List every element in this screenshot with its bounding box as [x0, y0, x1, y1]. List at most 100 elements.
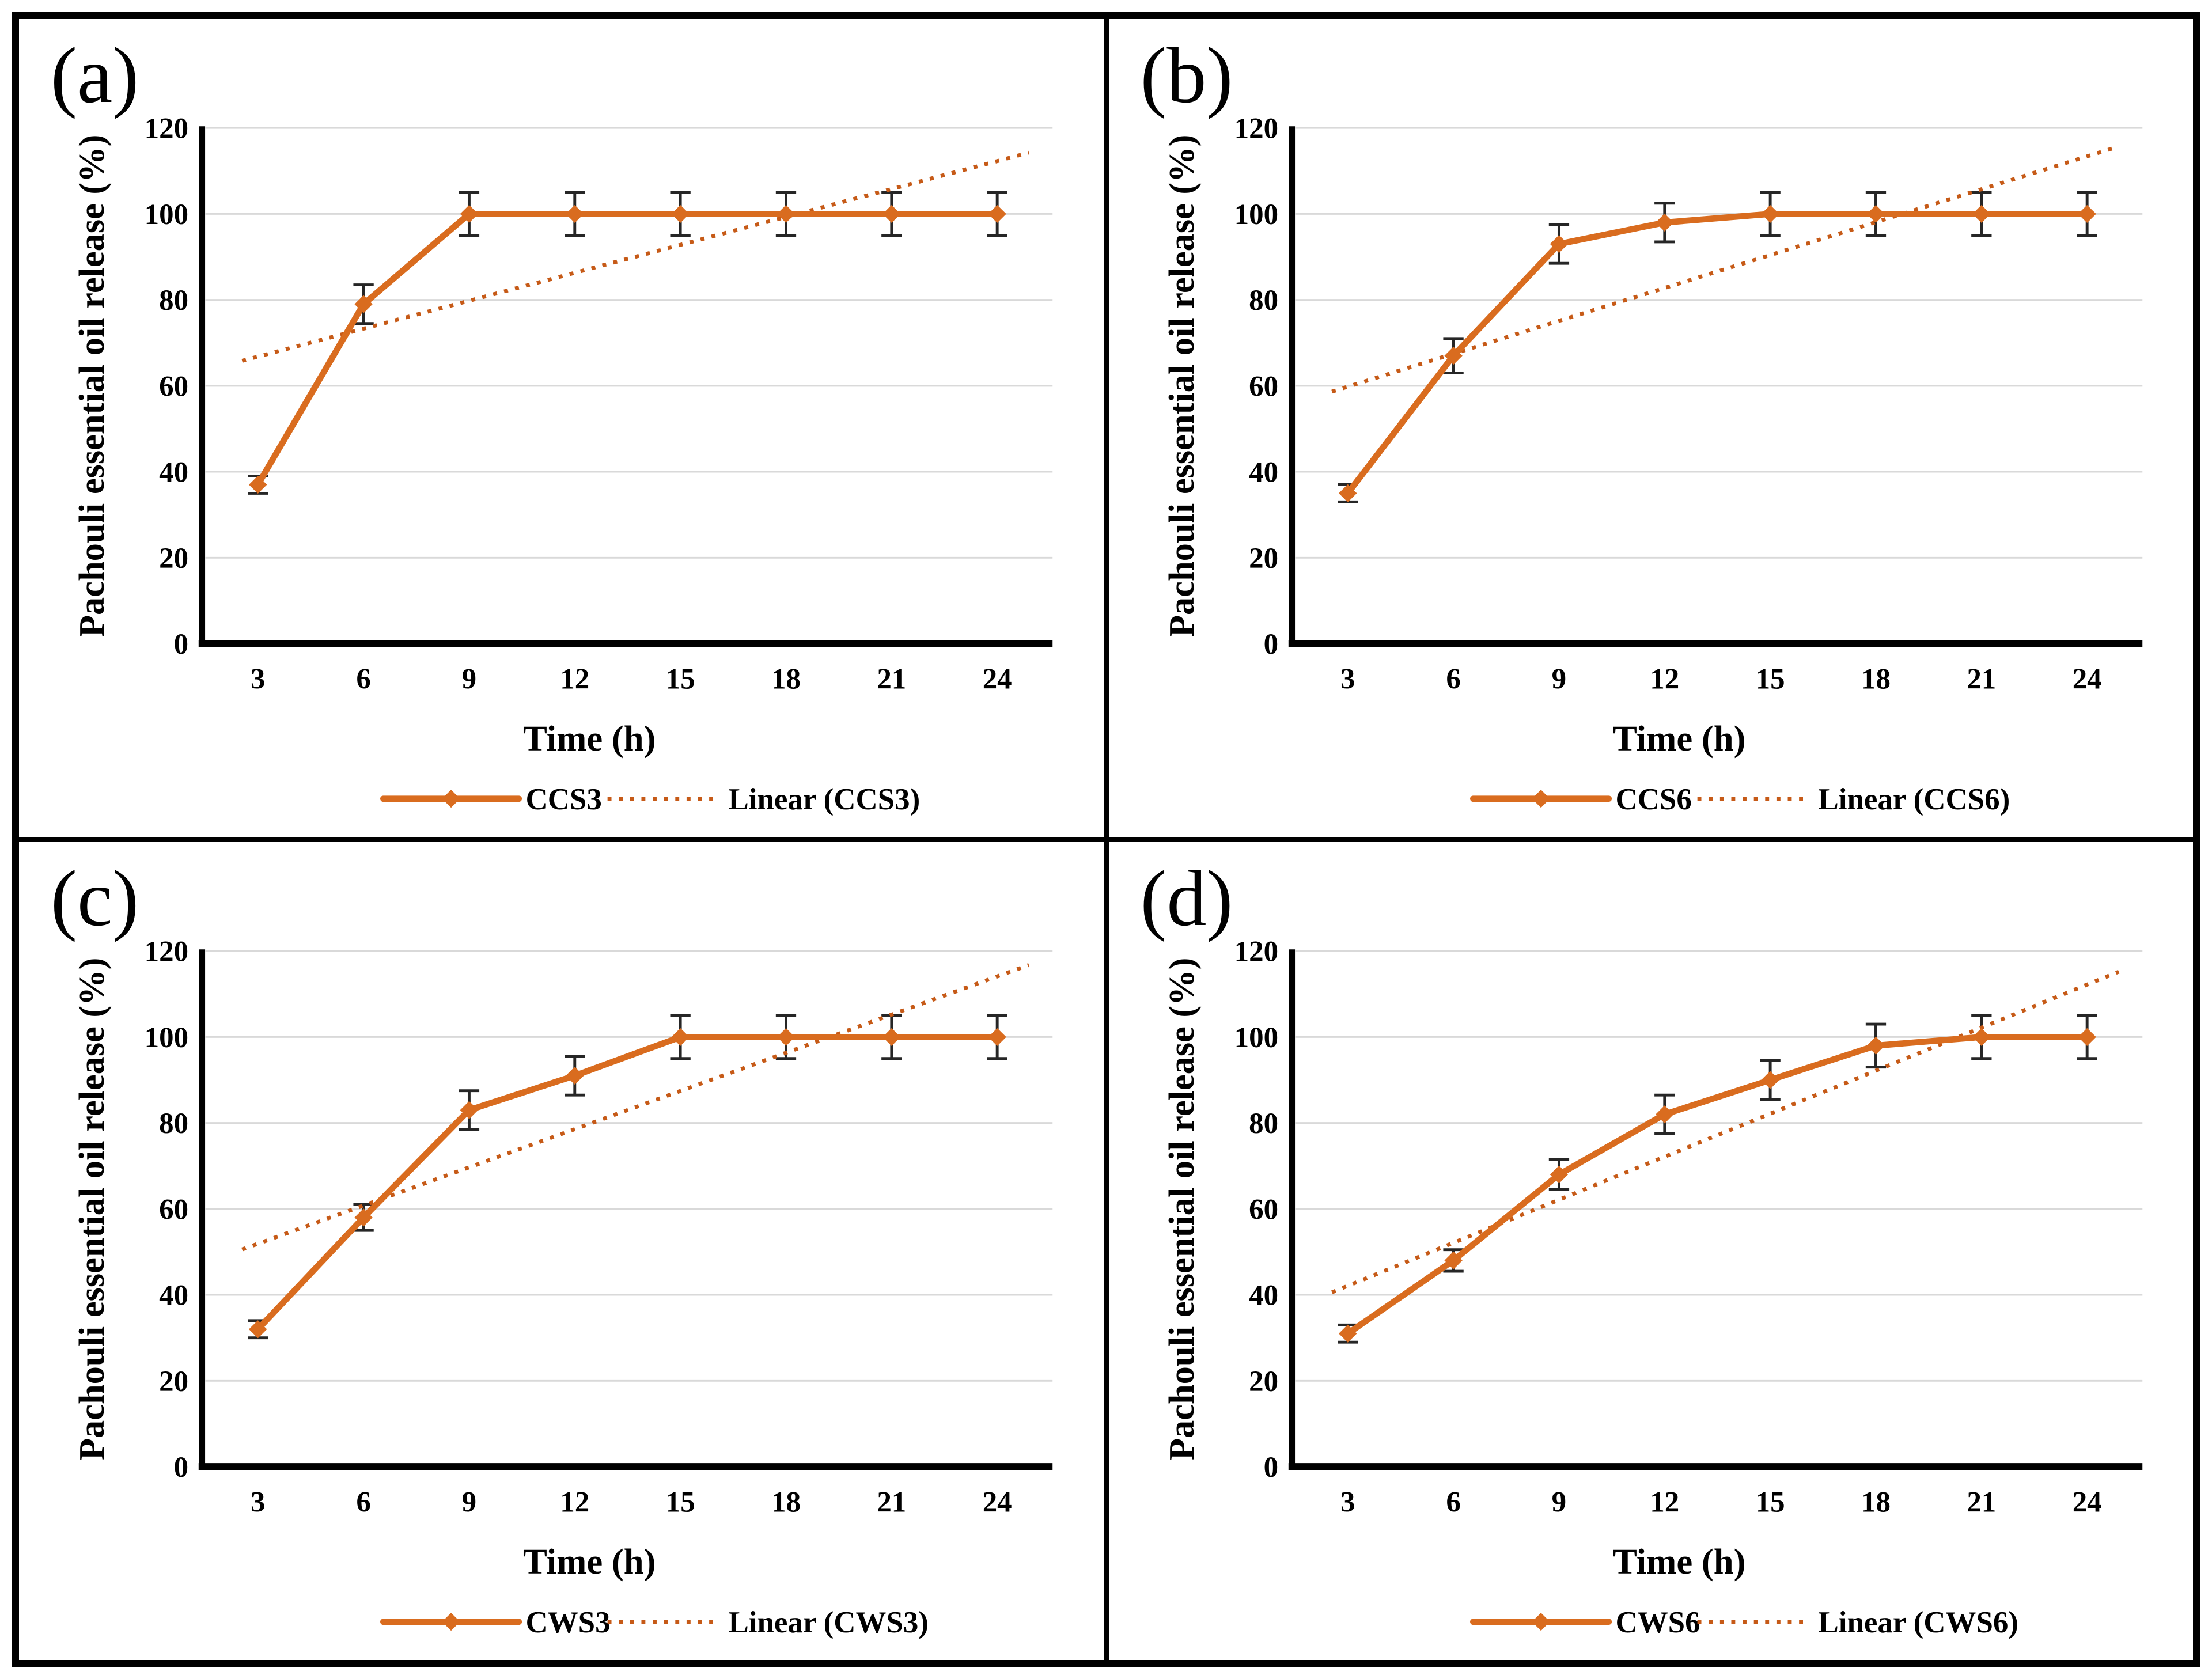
x-tick-label: 12 — [560, 663, 589, 695]
panel-label-d: (d) — [1140, 854, 1233, 942]
panel-a: (a) 0 20 40 60 80 100 120 3 6 9 12 15 18 21 24 Time (h)… — [19, 19, 1104, 837]
data-point-marker — [882, 204, 901, 223]
data-point-marker — [2077, 204, 2096, 223]
data-point-marker — [988, 1028, 1006, 1047]
y-tick-label: 100 — [1234, 198, 1278, 230]
x-tick-label: 15 — [1755, 663, 1785, 695]
y-tick-label: 40 — [1249, 1279, 1278, 1312]
y-axis-title: Pachouli essential oil release (%) — [1161, 135, 1201, 637]
panel-label-a: (a) — [51, 31, 139, 119]
x-tick-label: 9 — [462, 1486, 476, 1518]
chart-canvas-c: 0 20 40 60 80 100 120 3 6 9 12 15 18 21 24 Time (h) Pach… — [71, 935, 1053, 1639]
panel-d: (d) 0 20 40 60 80 100 120 3 6 9 12 15 18 21 24 Time (h)… — [1108, 842, 2193, 1660]
legend-series-marker — [1531, 1613, 1550, 1631]
y-tick-label: 100 — [1234, 1021, 1278, 1053]
trendline — [241, 963, 1030, 1252]
legend-series-marker — [442, 790, 460, 808]
trendline — [1331, 145, 2119, 394]
chart-canvas-d: 0 20 40 60 80 100 120 3 6 9 12 15 18 21 24 Time (h) Pach… — [1161, 935, 2142, 1639]
data-point-marker — [1972, 1028, 1991, 1047]
data-point-marker — [882, 1028, 901, 1047]
legend-series-label: CWS3 — [525, 1606, 610, 1639]
y-axis-title: Pachouli essential oil release (%) — [71, 135, 112, 637]
x-tick-label: 21 — [877, 663, 906, 695]
legend: CWS3 Linear (CWS3) — [380, 1606, 929, 1639]
data-point-marker — [1760, 1071, 1779, 1089]
y-tick-label: 60 — [1249, 370, 1278, 403]
legend-trendline-label: Linear (CWS3) — [728, 1606, 929, 1639]
legend-trendline-label: Linear (CWS6) — [1818, 1606, 2018, 1639]
data-point-marker — [1866, 1036, 1885, 1055]
y-tick-label: 20 — [159, 1365, 188, 1397]
chart-canvas-a: 0 20 40 60 80 100 120 3 6 9 12 15 18 21 24 Time (h) Pach… — [71, 112, 1053, 816]
x-tick-label: 3 — [251, 1486, 265, 1518]
x-tick-label: 9 — [1551, 1486, 1566, 1518]
y-tick-label: 40 — [159, 1279, 188, 1312]
x-tick-label: 18 — [1861, 663, 1890, 695]
x-tick-label: 24 — [2072, 1486, 2101, 1518]
x-tick-label: 15 — [666, 663, 695, 695]
y-tick-label: 20 — [1249, 1365, 1278, 1397]
data-point-marker — [460, 1101, 479, 1119]
y-tick-label: 120 — [145, 935, 188, 968]
x-tick-label: 18 — [771, 663, 801, 695]
figure-frame: (a) 0 20 40 60 80 100 120 3 6 9 12 15 18 21 24 Time (h)… — [12, 12, 2200, 1667]
x-tick-label: 12 — [560, 1486, 589, 1518]
x-tick-label: 6 — [1446, 663, 1460, 695]
series-line — [1344, 1034, 2090, 1337]
y-tick-label: 100 — [145, 1021, 188, 1053]
y-tick-label: 40 — [159, 456, 188, 488]
data-point-marker — [566, 204, 584, 223]
y-tick-label: 60 — [159, 370, 188, 403]
x-tick-label: 24 — [983, 663, 1012, 695]
data-point-marker — [354, 295, 373, 313]
data-point-marker — [1972, 204, 1991, 223]
y-axis-title: Pachouli essential oil release (%) — [71, 958, 112, 1460]
y-axis-title: Pachouli essential oil release (%) — [1161, 958, 1201, 1460]
x-tick-label: 24 — [2072, 663, 2101, 695]
legend-trendline-label: Linear (CCS6) — [1818, 783, 2010, 816]
data-point-marker — [671, 1028, 690, 1047]
data-point-marker — [1760, 204, 1779, 223]
panel-label-b: (b) — [1140, 31, 1233, 119]
y-tick-label: 20 — [1249, 542, 1278, 574]
x-tick-label: 9 — [1551, 663, 1566, 695]
x-axis-title: Time (h) — [1612, 718, 1745, 759]
x-tick-label: 18 — [771, 1486, 801, 1518]
y-tick-label: 120 — [1234, 112, 1278, 145]
data-point-marker — [1655, 1105, 1673, 1124]
data-point-marker — [460, 204, 479, 223]
x-tick-label: 21 — [877, 1486, 906, 1518]
x-axis-title: Time (h) — [523, 718, 656, 759]
y-tick-label: 80 — [159, 1107, 188, 1139]
x-tick-label: 18 — [1861, 1486, 1890, 1518]
data-point-marker — [1338, 1324, 1357, 1343]
legend-series-marker — [1531, 790, 1550, 808]
x-tick-label: 9 — [462, 663, 476, 695]
data-point-marker — [1444, 1251, 1463, 1269]
y-tick-label: 120 — [1234, 935, 1278, 968]
legend-series-label: CWS6 — [1615, 1606, 1700, 1639]
data-point-marker — [249, 1320, 267, 1339]
data-point-marker — [566, 1066, 584, 1085]
x-tick-label: 15 — [1755, 1486, 1785, 1518]
trendline — [1331, 969, 2119, 1294]
panel-c: (c) 0 20 40 60 80 100 120 3 6 9 12 15 18 21 24 Time (h)… — [19, 842, 1104, 1660]
data-point-marker — [354, 1208, 373, 1227]
x-tick-label: 15 — [666, 1486, 695, 1518]
y-tick-label: 60 — [1249, 1193, 1278, 1226]
x-tick-label: 6 — [1446, 1486, 1460, 1518]
legend-series-label: CCS3 — [525, 783, 601, 816]
y-tick-label: 80 — [1249, 284, 1278, 316]
data-point-marker — [1655, 213, 1673, 232]
y-tick-label: 40 — [1249, 456, 1278, 488]
x-tick-label: 3 — [1340, 1486, 1354, 1518]
y-tick-label: 80 — [1249, 1107, 1278, 1139]
y-tick-label: 20 — [159, 542, 188, 574]
data-point-marker — [1550, 1165, 1568, 1184]
x-axis-title: Time (h) — [1612, 1541, 1745, 1582]
data-point-marker — [777, 1028, 796, 1047]
data-point-marker — [1866, 204, 1885, 223]
legend-series-marker — [442, 1613, 460, 1631]
x-tick-label: 6 — [356, 663, 370, 695]
